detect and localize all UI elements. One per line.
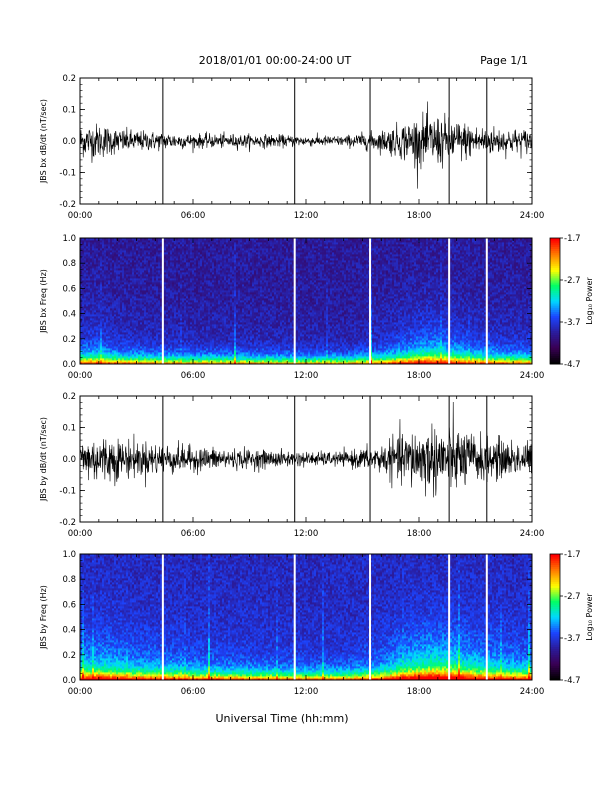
x-axis-title: Universal Time (hh:mm) — [216, 712, 349, 725]
x-tick-label: 24:00 — [520, 211, 545, 221]
y-tick-label: -0.2 — [59, 200, 76, 210]
x-tick-label: 18:00 — [407, 211, 432, 221]
x-tick-label: 06:00 — [181, 211, 206, 221]
x-tick-label: 00:00 — [68, 211, 93, 221]
y-tick-label: -0.1 — [59, 169, 76, 179]
panels: 00:00 06:00 12:00 18:00 24:00 0.2 0.1 0.0 -0.1 -0… — [39, 74, 594, 697]
x-tick-label: 12:00 — [294, 211, 319, 221]
y-tick-label: 0.1 — [62, 106, 76, 116]
y-axis-label: JBS bx dB/dt (nT/sec) — [39, 99, 48, 184]
panel-1: 00:00 06:00 12:00 18:00 24:00 0.2 0.1 0.0 -0.1 -0… — [39, 74, 544, 221]
date-range-title: 2018/01/01 00:00-24:00 UT — [199, 54, 352, 67]
y-tick-label: 0.2 — [62, 74, 76, 84]
y-tick-label: 0.0 — [62, 137, 76, 147]
heatmap-cells — [80, 238, 532, 364]
page-number: Page 1/1 — [480, 54, 528, 67]
time-series-trace — [80, 102, 532, 189]
